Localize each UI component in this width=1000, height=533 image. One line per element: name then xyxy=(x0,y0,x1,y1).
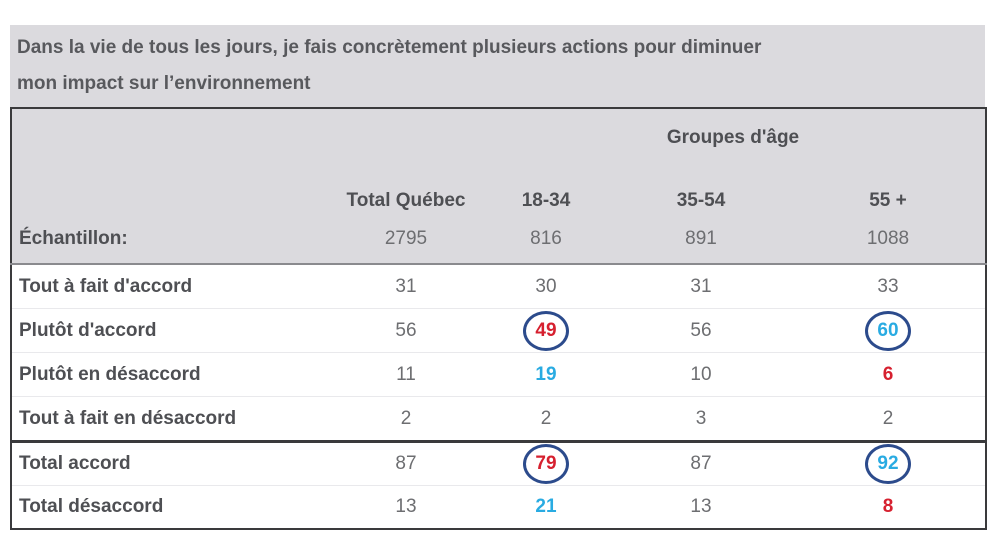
value: 3 xyxy=(695,407,707,429)
row-label: Total désaccord xyxy=(11,485,331,529)
value: 56 xyxy=(690,319,712,341)
value-cell: 8 xyxy=(791,485,986,529)
value: 56 xyxy=(395,319,417,341)
data-rows: Tout à fait d'accord 31 30 31 33 Plutôt d'acc… xyxy=(11,264,986,442)
table-row: Tout à fait d'accord 31 30 31 33 xyxy=(11,264,986,309)
circled-value: 60 xyxy=(865,310,911,351)
value-cell: 13 xyxy=(611,485,791,529)
table-row: Plutôt d'accord 56 49 56 60 xyxy=(11,308,986,353)
value-cell: 13 xyxy=(331,485,481,529)
value: 2 xyxy=(540,407,552,429)
value-cell: 79 xyxy=(481,442,611,486)
value-cell: 10 xyxy=(611,352,791,397)
column-header-0: Total Québec xyxy=(346,190,466,211)
value: 2 xyxy=(882,407,894,429)
question-title: Dans la vie de tous les jours, je fais c… xyxy=(10,25,985,107)
table-row: Total accord 87 79 87 92 xyxy=(11,442,986,486)
row-label: Plutôt en désaccord xyxy=(11,352,331,397)
row-label: Plutôt d'accord xyxy=(11,308,331,353)
total-rows: Total accord 87 79 87 92 Total désaccord 13 21 1… xyxy=(11,441,986,529)
circled-value: 49 xyxy=(523,310,569,351)
value-cell: 6 xyxy=(791,352,986,397)
sample-label: Échantillon: xyxy=(19,228,128,249)
value-cell: 56 xyxy=(331,308,481,353)
value: 21 xyxy=(535,496,557,517)
value-cell: 2 xyxy=(481,396,611,442)
value-cell: 30 xyxy=(481,264,611,309)
group-header-label: Groupes d'âge xyxy=(666,127,800,148)
value: 31 xyxy=(690,275,712,297)
value: 30 xyxy=(535,275,557,297)
column-header-row: Total Québec 18-34 35-54 55 + xyxy=(11,167,986,215)
row-label: Tout à fait en désaccord xyxy=(11,396,331,442)
value-cell: 87 xyxy=(611,442,791,486)
column-header-3: 55 + xyxy=(869,190,907,211)
value-cell: 11 xyxy=(331,352,481,397)
table-row: Total désaccord 13 21 13 8 xyxy=(11,485,986,529)
value-cell: 92 xyxy=(791,442,986,486)
value-cell: 2 xyxy=(331,396,481,442)
column-header-1: 18-34 xyxy=(521,190,571,211)
group-header-spacer xyxy=(11,108,481,167)
value: 10 xyxy=(690,363,712,385)
value: 11 xyxy=(396,363,416,385)
report-content: Dans la vie de tous les jours, je fais c… xyxy=(10,25,987,530)
value-cell: 49 xyxy=(481,308,611,353)
value: 8 xyxy=(882,496,894,517)
value-cell: 31 xyxy=(331,264,481,309)
table-row: Plutôt en désaccord 11 19 10 6 xyxy=(11,352,986,397)
value: 13 xyxy=(395,496,417,517)
value-cell: 2 xyxy=(791,396,986,442)
question-title-line1: Dans la vie de tous les jours, je fais c… xyxy=(17,37,762,58)
value: 2 xyxy=(400,407,412,429)
value: 33 xyxy=(877,275,899,297)
value-cell: 87 xyxy=(331,442,481,486)
row-label: Total accord xyxy=(19,453,131,474)
value-cell: 33 xyxy=(791,264,986,309)
value-cell: 56 xyxy=(611,308,791,353)
value-cell: 3 xyxy=(611,396,791,442)
value-cell: 60 xyxy=(791,308,986,353)
value: 19 xyxy=(535,363,557,385)
sample-size-0: 2795 xyxy=(384,228,428,249)
value: 31 xyxy=(395,275,417,297)
sample-size-1: 816 xyxy=(530,228,562,249)
value: 87 xyxy=(395,453,417,474)
column-header-spacer xyxy=(11,167,331,215)
sample-size-2: 891 xyxy=(685,228,717,249)
group-header-row: Groupes d'âge xyxy=(11,108,986,167)
table-header: Groupes d'âge Total Québec 18-34 35-54 55 +… xyxy=(11,108,986,264)
table-row: Tout à fait en désaccord 2 2 3 2 xyxy=(11,396,986,442)
question-title-line2: mon impact sur l’environnement xyxy=(17,73,311,94)
results-table: Groupes d'âge Total Québec 18-34 35-54 55 +… xyxy=(10,107,987,530)
sample-size-3: 1088 xyxy=(866,228,910,249)
circled-value: 92 xyxy=(865,444,911,484)
value-cell: 31 xyxy=(611,264,791,309)
row-label: Tout à fait d'accord xyxy=(19,275,193,297)
column-header-2: 35-54 xyxy=(676,190,726,211)
sample-row: Échantillon: 2795 816 891 1088 xyxy=(11,215,986,264)
value-cell: 21 xyxy=(481,485,611,529)
value: 13 xyxy=(690,496,712,517)
value: 6 xyxy=(882,363,894,385)
circled-value: 79 xyxy=(523,444,569,484)
value-cell: 19 xyxy=(481,352,611,397)
value: 87 xyxy=(690,453,712,474)
